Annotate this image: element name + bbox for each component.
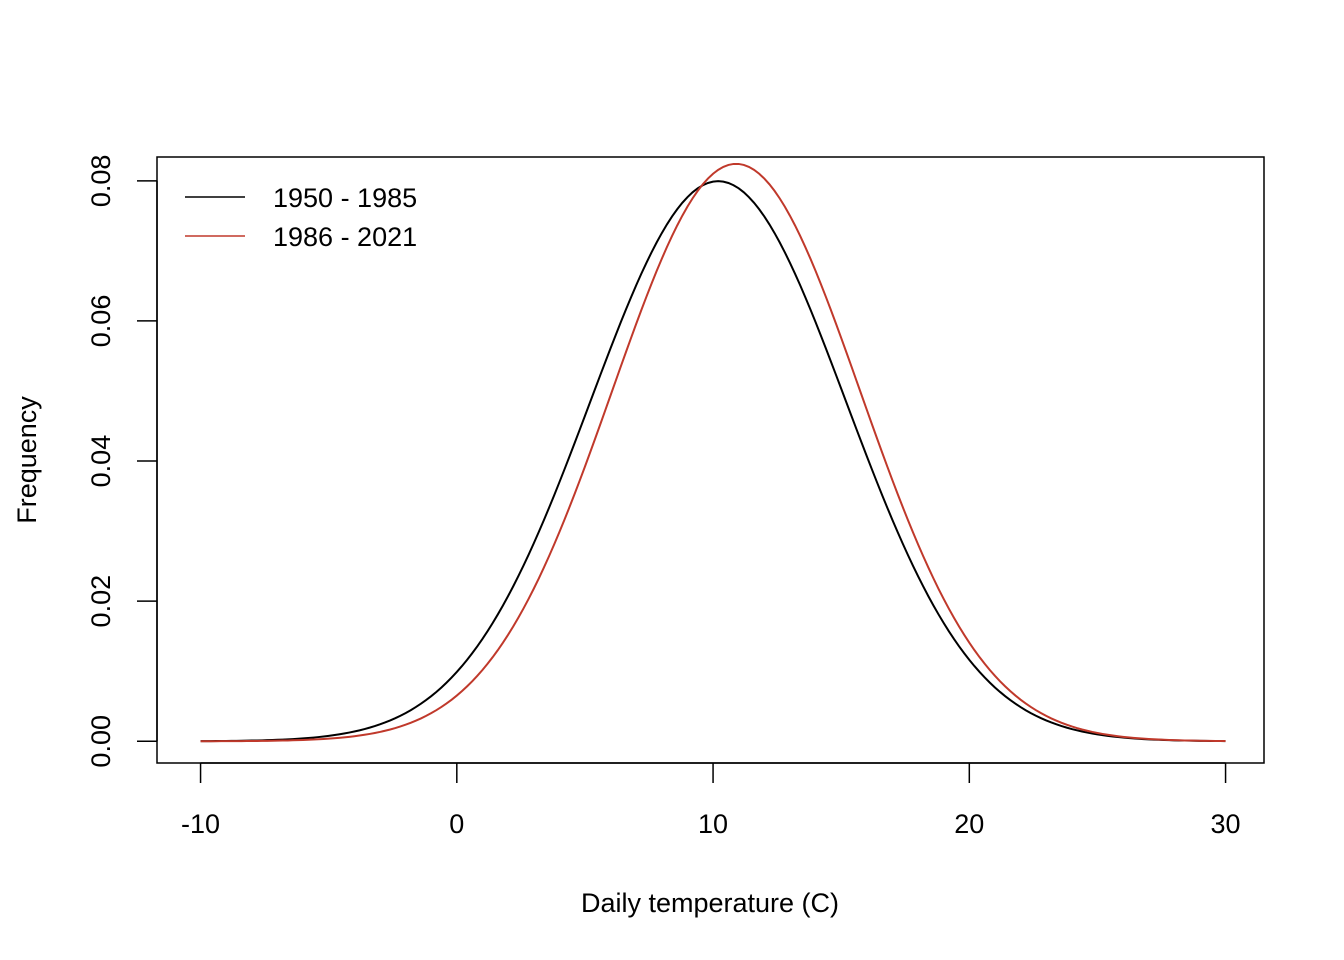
y-axis-label: Frequency — [12, 396, 42, 524]
x-axis: -10 0 10 20 30 — [181, 762, 1241, 839]
legend: 1950 - 1985 1986 - 2021 — [185, 183, 417, 252]
y-tick-label: 0.04 — [86, 435, 116, 488]
y-tick-label: 0.00 — [86, 715, 116, 768]
x-tick-label: 10 — [698, 809, 728, 839]
series-layer — [200, 162, 1226, 743]
x-tick-label: 0 — [449, 809, 464, 839]
x-tick-label: 30 — [1211, 809, 1241, 839]
y-axis: 0.00 0.02 0.04 0.06 0.08 — [86, 155, 158, 768]
y-tick-label: 0.08 — [86, 155, 116, 208]
y-tick-label: 0.02 — [86, 575, 116, 628]
x-axis-label: Daily temperature (C) — [581, 888, 839, 918]
legend-label-1: 1950 - 1985 — [273, 183, 417, 213]
y-tick-label: 0.06 — [86, 295, 116, 348]
legend-label-2: 1986 - 2021 — [273, 222, 417, 252]
x-tick-label: 20 — [954, 809, 984, 839]
x-tick-label: -10 — [181, 809, 220, 839]
series-line-2 — [200, 162, 1226, 743]
series-line-1 — [200, 180, 1226, 743]
